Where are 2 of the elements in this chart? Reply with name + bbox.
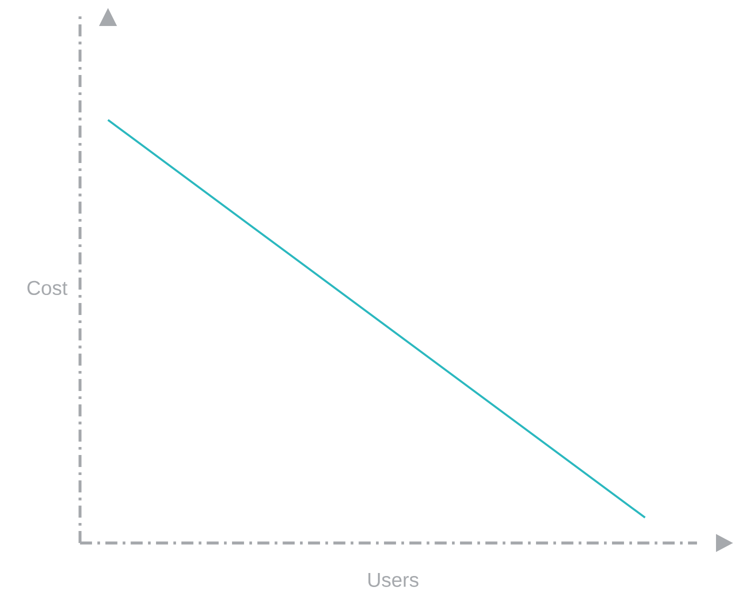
- x-axis-title: Users: [368, 573, 418, 587]
- y-axis-title: Cost: [27, 280, 68, 296]
